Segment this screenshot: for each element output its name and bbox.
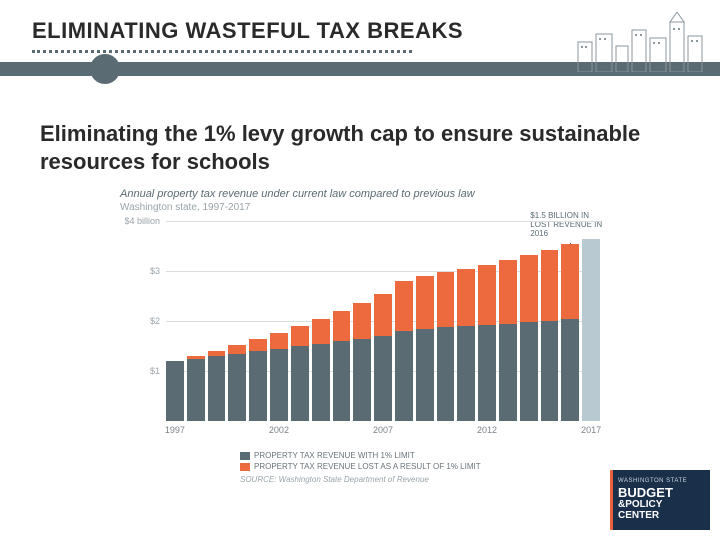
bar bbox=[416, 276, 434, 421]
x-tick-label: 1997 bbox=[165, 425, 185, 435]
y-tick-label: $1 bbox=[120, 366, 160, 376]
bar bbox=[478, 265, 496, 421]
bar bbox=[249, 339, 267, 422]
bar bbox=[291, 326, 309, 421]
chart-legend: PROPERTY TAX REVENUE WITH 1% LIMIT PROPE… bbox=[240, 451, 620, 471]
bar-segment-base bbox=[499, 324, 517, 422]
legend-label: PROPERTY TAX REVENUE WITH 1% LIMIT bbox=[254, 451, 415, 460]
bar-segment-base bbox=[561, 319, 579, 422]
bar-segment-base bbox=[166, 361, 184, 421]
badge-line3: &POLICY bbox=[618, 499, 702, 510]
legend-row: PROPERTY TAX REVENUE LOST AS A RESULT OF… bbox=[240, 462, 620, 471]
bar-segment-lost bbox=[333, 311, 351, 341]
bar-segment-base bbox=[478, 325, 496, 421]
bar bbox=[270, 333, 288, 422]
y-tick-label: $4 billion bbox=[120, 216, 160, 226]
bar-segment-lost bbox=[291, 326, 309, 346]
bar-segment-lost bbox=[541, 250, 559, 321]
bar-segment-base bbox=[187, 359, 205, 422]
bar-segment-lost bbox=[499, 260, 517, 324]
bar bbox=[541, 250, 559, 421]
legend-row: PROPERTY TAX REVENUE WITH 1% LIMIT bbox=[240, 451, 620, 460]
bar-segment-lost bbox=[270, 333, 288, 349]
bar-segment-base bbox=[541, 321, 559, 421]
chart-xaxis: 1997 2002 2007 2012 2017 bbox=[166, 425, 600, 441]
bar-segment-base bbox=[457, 326, 475, 421]
bar bbox=[166, 361, 184, 421]
bar bbox=[499, 260, 517, 422]
legend-label: PROPERTY TAX REVENUE LOST AS A RESULT OF… bbox=[254, 462, 481, 471]
bar-segment-base bbox=[249, 351, 267, 421]
bar-segment-lost bbox=[582, 239, 600, 317]
bar bbox=[437, 272, 455, 421]
bar bbox=[353, 303, 371, 422]
bar bbox=[333, 311, 351, 421]
bar bbox=[395, 281, 413, 421]
org-badge: WASHINGTON STATE BUDGET &POLICY CENTER bbox=[610, 470, 710, 530]
x-tick-label: 2017 bbox=[581, 425, 601, 435]
bar-segment-lost bbox=[353, 303, 371, 339]
y-tick-label: $2 bbox=[120, 316, 160, 326]
chart-source: SOURCE: Washington State Department of R… bbox=[240, 475, 620, 484]
x-tick-label: 2007 bbox=[373, 425, 393, 435]
bar bbox=[208, 351, 226, 421]
bar-segment-base bbox=[228, 354, 246, 422]
chart-plot: $1.5 BILLION IN LOST REVENUE IN 2016 $1$… bbox=[120, 221, 600, 421]
bar-segment-base bbox=[270, 349, 288, 422]
title-underline bbox=[32, 50, 412, 53]
bar-segment-lost bbox=[374, 294, 392, 337]
bar bbox=[374, 294, 392, 422]
bar-segment-lost bbox=[561, 244, 579, 319]
bar-segment-lost bbox=[520, 255, 538, 323]
y-tick-label: $3 bbox=[120, 266, 160, 276]
bar-segment-base bbox=[353, 339, 371, 422]
header-band-circle bbox=[90, 54, 120, 84]
bar-segment-base bbox=[291, 346, 309, 421]
bar-segment-base bbox=[437, 327, 455, 421]
bar-segment-base bbox=[312, 344, 330, 422]
bar bbox=[312, 319, 330, 422]
bars-container bbox=[166, 221, 600, 421]
bar-segment-base bbox=[416, 329, 434, 422]
bar-segment-base bbox=[395, 331, 413, 421]
legend-swatch bbox=[240, 452, 250, 460]
chart: Annual property tax revenue under curren… bbox=[120, 188, 620, 484]
bar-segment-lost bbox=[312, 319, 330, 344]
bar bbox=[187, 356, 205, 421]
bar-segment-lost bbox=[395, 281, 413, 331]
bar-segment-lost bbox=[416, 276, 434, 329]
badge-line1: WASHINGTON STATE bbox=[618, 478, 702, 484]
x-tick-label: 2012 bbox=[477, 425, 497, 435]
legend-swatch bbox=[240, 463, 250, 471]
bar-segment-lost bbox=[478, 265, 496, 325]
badge-line4: CENTER bbox=[618, 510, 702, 521]
bar-segment-base bbox=[333, 341, 351, 421]
bar-segment-lost bbox=[249, 339, 267, 352]
bar bbox=[520, 255, 538, 422]
bar bbox=[582, 239, 600, 422]
bar bbox=[561, 244, 579, 422]
bar-segment-lost bbox=[437, 272, 455, 327]
bar-segment-lost bbox=[228, 345, 246, 354]
bar bbox=[228, 345, 246, 422]
bar bbox=[457, 269, 475, 422]
bar-segment-base bbox=[208, 356, 226, 421]
badge-accent bbox=[610, 470, 613, 530]
bar-segment-base bbox=[582, 316, 600, 421]
chart-title: Annual property tax revenue under curren… bbox=[120, 188, 620, 200]
skyline-icon bbox=[576, 12, 706, 72]
bar-segment-lost bbox=[457, 269, 475, 327]
x-tick-label: 2002 bbox=[269, 425, 289, 435]
bar-segment-base bbox=[520, 322, 538, 421]
section-subtitle: Eliminating the 1% levy growth cap to en… bbox=[40, 120, 660, 175]
bar-segment-base bbox=[374, 336, 392, 421]
badge-line2: BUDGET bbox=[618, 486, 702, 499]
